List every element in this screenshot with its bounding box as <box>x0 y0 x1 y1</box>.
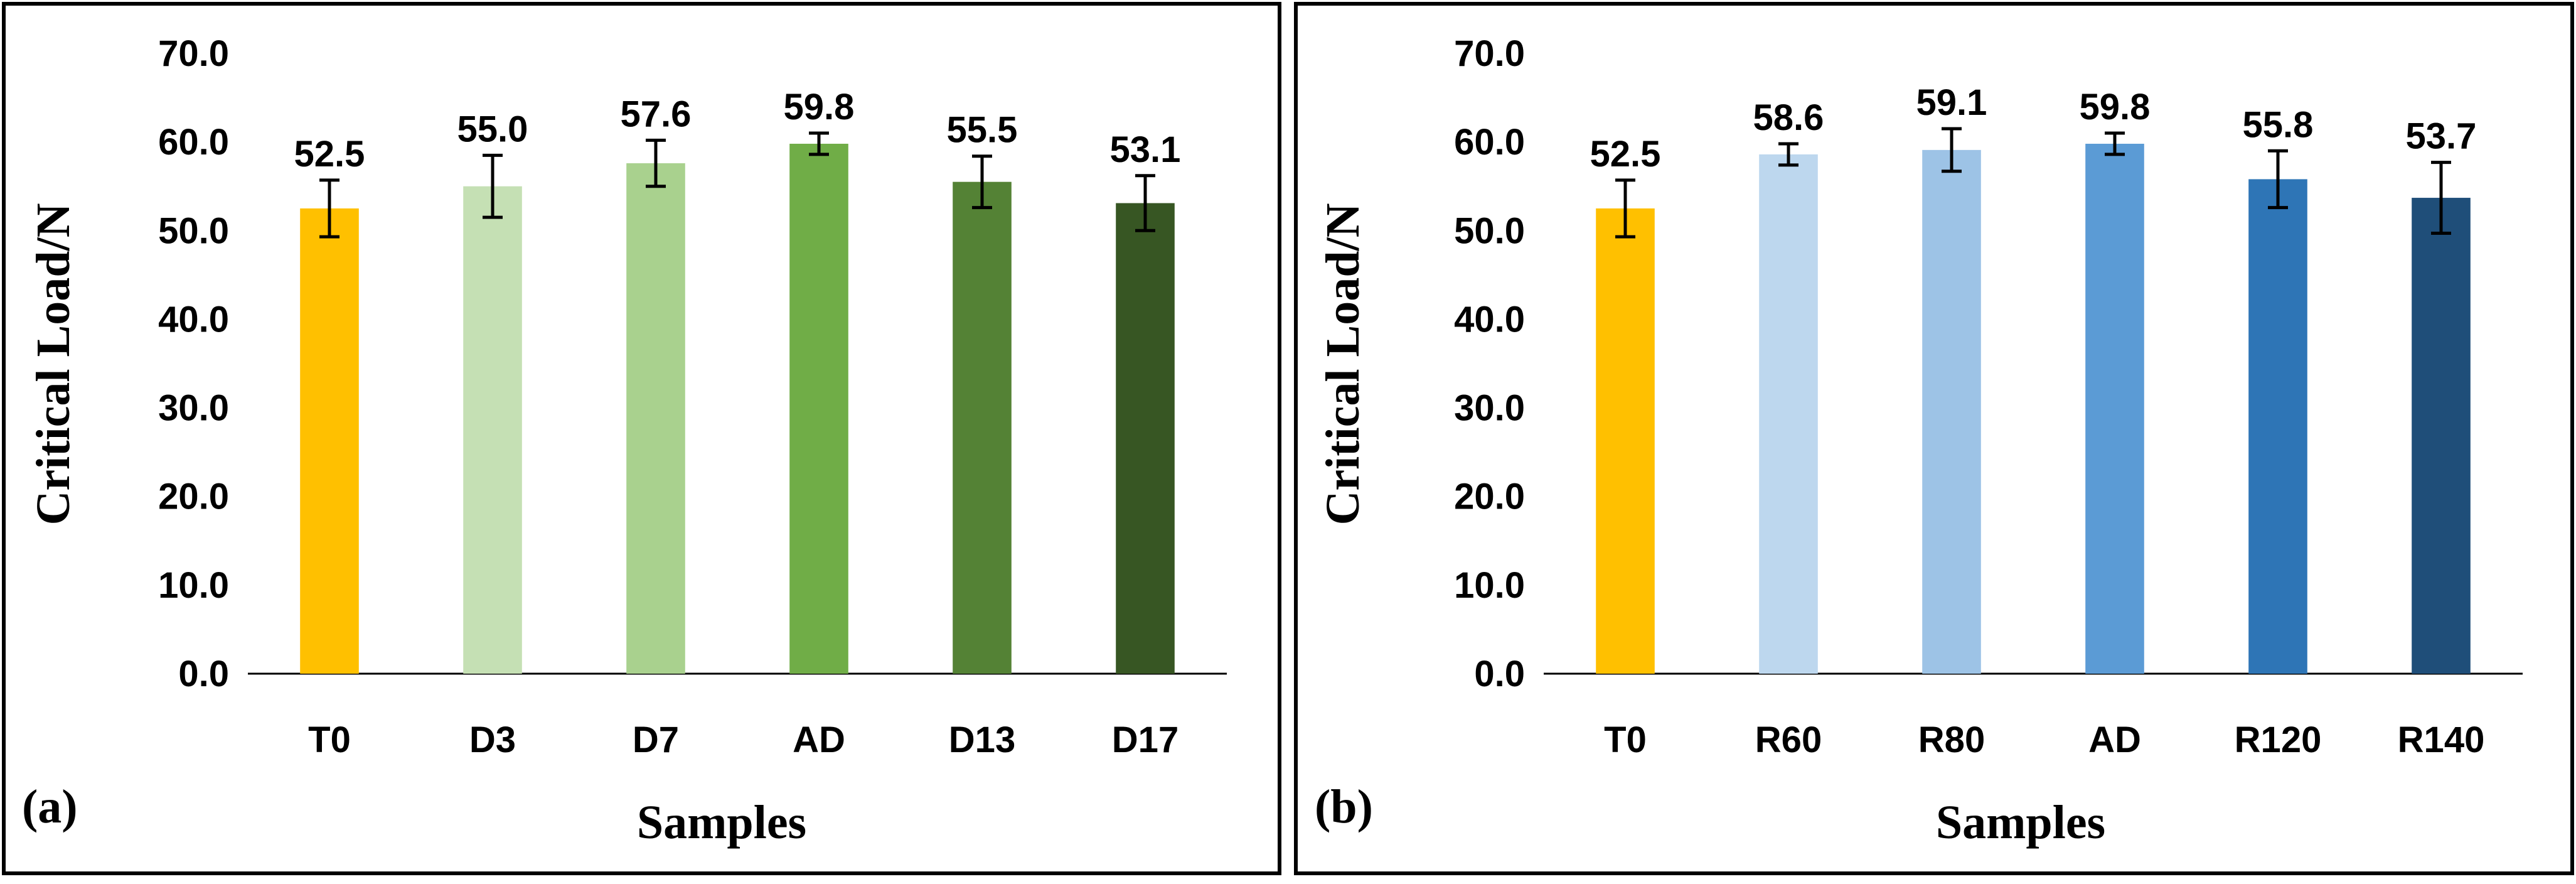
bar-ad <box>789 143 848 674</box>
category-label-d13: D13 <box>949 720 1015 760</box>
bar-r120 <box>2248 179 2307 674</box>
data-label-ad: 59.8 <box>2080 87 2151 127</box>
error-bar-d7 <box>646 138 666 188</box>
y-tick-label: 70.0 <box>1454 33 1525 74</box>
y-tick-label: 50.0 <box>1454 210 1525 251</box>
data-label-d17: 53.1 <box>1110 129 1181 170</box>
panel-label: (b) <box>1315 780 1373 833</box>
data-label-r80: 59.1 <box>1916 82 1987 123</box>
x-axis-title: Samples <box>637 796 806 849</box>
error-bar-r120 <box>2268 149 2288 210</box>
data-label-r120: 55.8 <box>2243 104 2314 145</box>
category-label-r120: R120 <box>2235 720 2322 760</box>
y-axis-title: Critical Load/N <box>27 203 80 526</box>
category-label-r60: R60 <box>1755 720 1822 760</box>
y-tick-label: 60.0 <box>158 122 229 163</box>
bar-t0 <box>1596 208 1655 674</box>
y-tick-label: 0.0 <box>1474 654 1525 694</box>
y-tick-label: 50.0 <box>158 210 229 251</box>
error-bar-r60 <box>1778 142 1798 167</box>
y-tick-label: 70.0 <box>158 33 229 74</box>
category-label-t0: T0 <box>308 720 351 760</box>
category-label-d17: D17 <box>1112 720 1178 760</box>
error-bar-d3 <box>483 153 503 219</box>
chart-panel-b: Critical Load/N 0.0 10.0 20.0 30.0 40.0 50.0 6… <box>1294 2 2574 875</box>
category-label-d3: D3 <box>469 720 516 760</box>
error-bar-ad <box>809 131 829 156</box>
bar-ad <box>2085 143 2144 674</box>
y-tick-label: 0.0 <box>178 654 229 694</box>
category-label-r80: R80 <box>1918 720 1985 760</box>
data-label-r140: 53.7 <box>2406 116 2477 157</box>
y-tick-label: 40.0 <box>158 299 229 340</box>
y-tick-label: 10.0 <box>1454 565 1525 606</box>
bar-d17 <box>1116 203 1175 674</box>
y-tick-label: 60.0 <box>1454 122 1525 163</box>
category-label-ad: AD <box>793 720 845 760</box>
y-tick-label: 30.0 <box>1454 388 1525 429</box>
data-label-d3: 55.0 <box>457 109 528 149</box>
category-label-ad: AD <box>2088 720 2141 760</box>
error-bar-r140 <box>2431 161 2451 235</box>
bar-r80 <box>1922 149 1981 674</box>
bar-d7 <box>626 163 685 674</box>
y-tick-label: 40.0 <box>1454 299 1525 340</box>
y-tick-label: 10.0 <box>158 565 229 606</box>
y-tick-label: 30.0 <box>158 388 229 429</box>
bar-t0 <box>300 208 359 674</box>
y-axis-title: Critical Load/N <box>1317 203 1369 526</box>
data-label-d7: 57.6 <box>621 94 692 134</box>
bar-d3 <box>463 186 522 674</box>
error-bar-ad <box>2105 131 2125 156</box>
error-bar-t0 <box>1615 178 1635 239</box>
x-axis-title: Samples <box>1936 796 2105 849</box>
data-label-ad: 59.8 <box>784 87 855 127</box>
panel-frame <box>2 2 1281 875</box>
y-tick-label: 20.0 <box>1454 477 1525 517</box>
data-label-d13: 55.5 <box>947 110 1018 151</box>
bar-r140 <box>2412 198 2471 674</box>
error-bar-t0 <box>319 178 339 239</box>
data-label-t0: 52.5 <box>1590 134 1661 175</box>
y-tick-label: 20.0 <box>158 477 229 517</box>
data-label-r60: 58.6 <box>1753 97 1824 138</box>
bar-r60 <box>1759 154 1818 674</box>
data-label-t0: 52.5 <box>294 134 365 175</box>
error-bar-d13 <box>972 154 992 210</box>
category-label-r140: R140 <box>2398 720 2485 760</box>
bar-d13 <box>953 181 1012 674</box>
panel-frame <box>1294 2 2574 875</box>
category-label-d7: D7 <box>633 720 679 760</box>
chart-panel-a: Critical Load/N 0.0 10.0 20.0 30.0 40.0 50.0 6… <box>2 2 1281 875</box>
error-bar-r80 <box>1942 127 1962 173</box>
panel-label: (a) <box>22 780 78 833</box>
error-bar-d17 <box>1135 174 1155 232</box>
category-label-t0: T0 <box>1604 720 1647 760</box>
